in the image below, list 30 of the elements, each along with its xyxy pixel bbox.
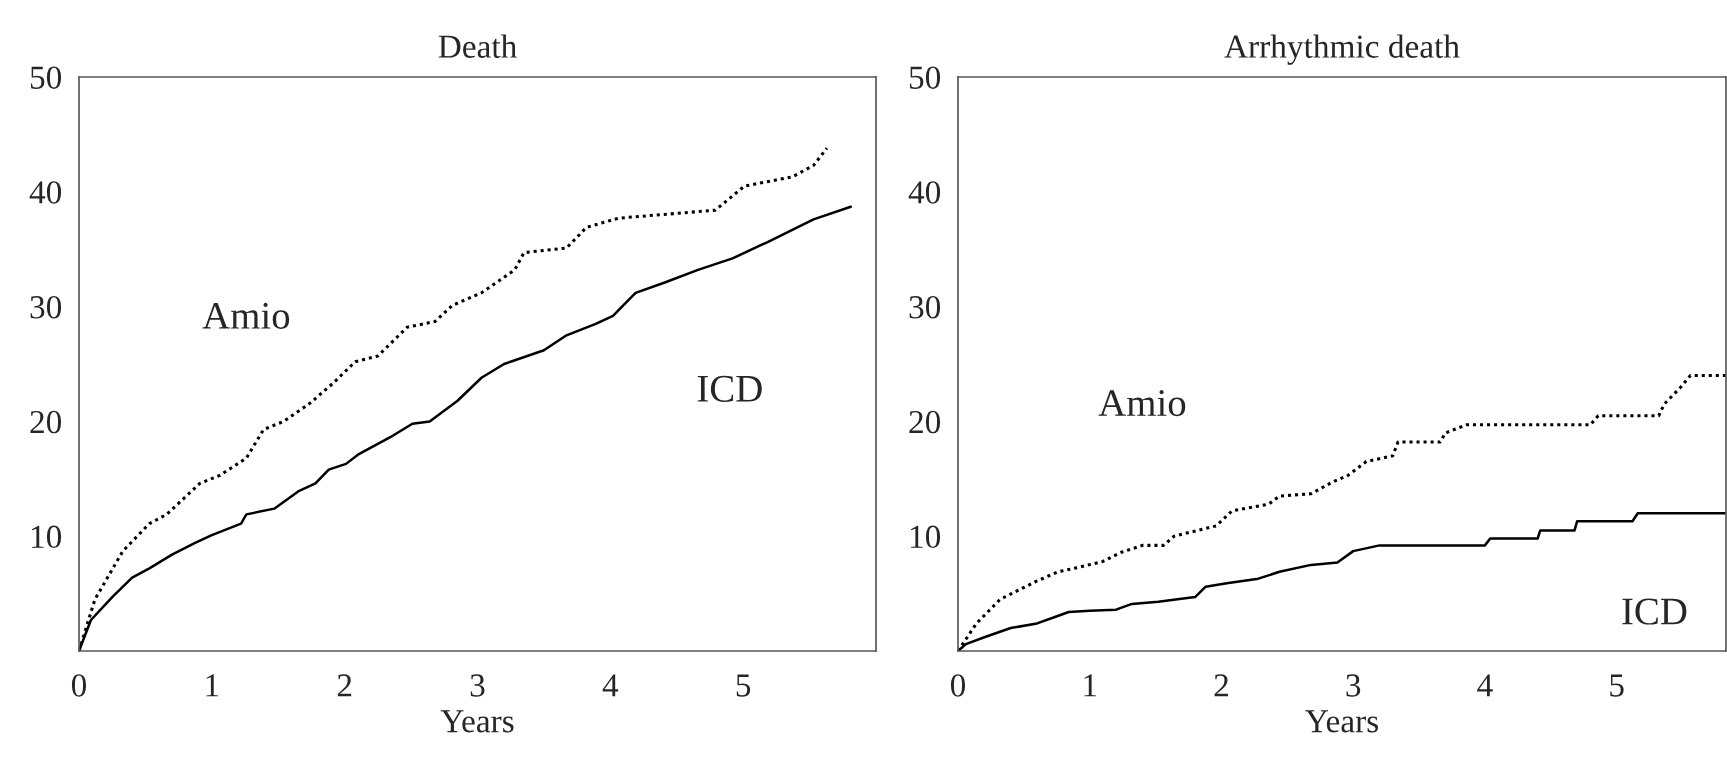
y-tick-label: 20 xyxy=(30,410,62,434)
chart-title: Death xyxy=(438,34,517,58)
series-label: ICD xyxy=(1622,598,1687,625)
text: ICD xyxy=(697,375,762,402)
x-axis-title: Years xyxy=(440,710,514,733)
y-tick-label: 10 xyxy=(910,525,941,549)
x-tick-label: 3 xyxy=(470,674,485,697)
x-tick-label: 0 xyxy=(71,674,87,697)
x-tick-label: 4 xyxy=(1477,674,1493,697)
x-tick-label: 1 xyxy=(1084,674,1097,697)
x-tick-label: 5 xyxy=(1610,674,1624,697)
x-tick-label: 2 xyxy=(337,674,352,697)
x-tick-label: 4 xyxy=(602,674,619,697)
x-axis-title: Years xyxy=(1305,710,1378,733)
x-tick-label: 2 xyxy=(1214,674,1228,697)
y-tick-label: 40 xyxy=(908,181,941,204)
y-tick-label: 10 xyxy=(31,525,62,549)
y-tick-label: 50 xyxy=(909,66,941,89)
y-tick-label: 30 xyxy=(30,296,62,319)
chart-title: Arrhythmic death xyxy=(1224,34,1460,65)
y-tick-label: 50 xyxy=(30,66,62,89)
text: Amio xyxy=(1098,390,1186,417)
x-tick-label: 3 xyxy=(1346,674,1361,697)
x-tick-label: 0 xyxy=(950,674,966,697)
series-label: Amio xyxy=(202,302,290,329)
x-tick-label: 5 xyxy=(736,674,751,697)
y-tick-label: 40 xyxy=(29,181,62,204)
x-tick-label: 1 xyxy=(206,674,219,697)
y-tick-label: 20 xyxy=(909,410,941,434)
y-tick-label: 30 xyxy=(909,296,941,319)
